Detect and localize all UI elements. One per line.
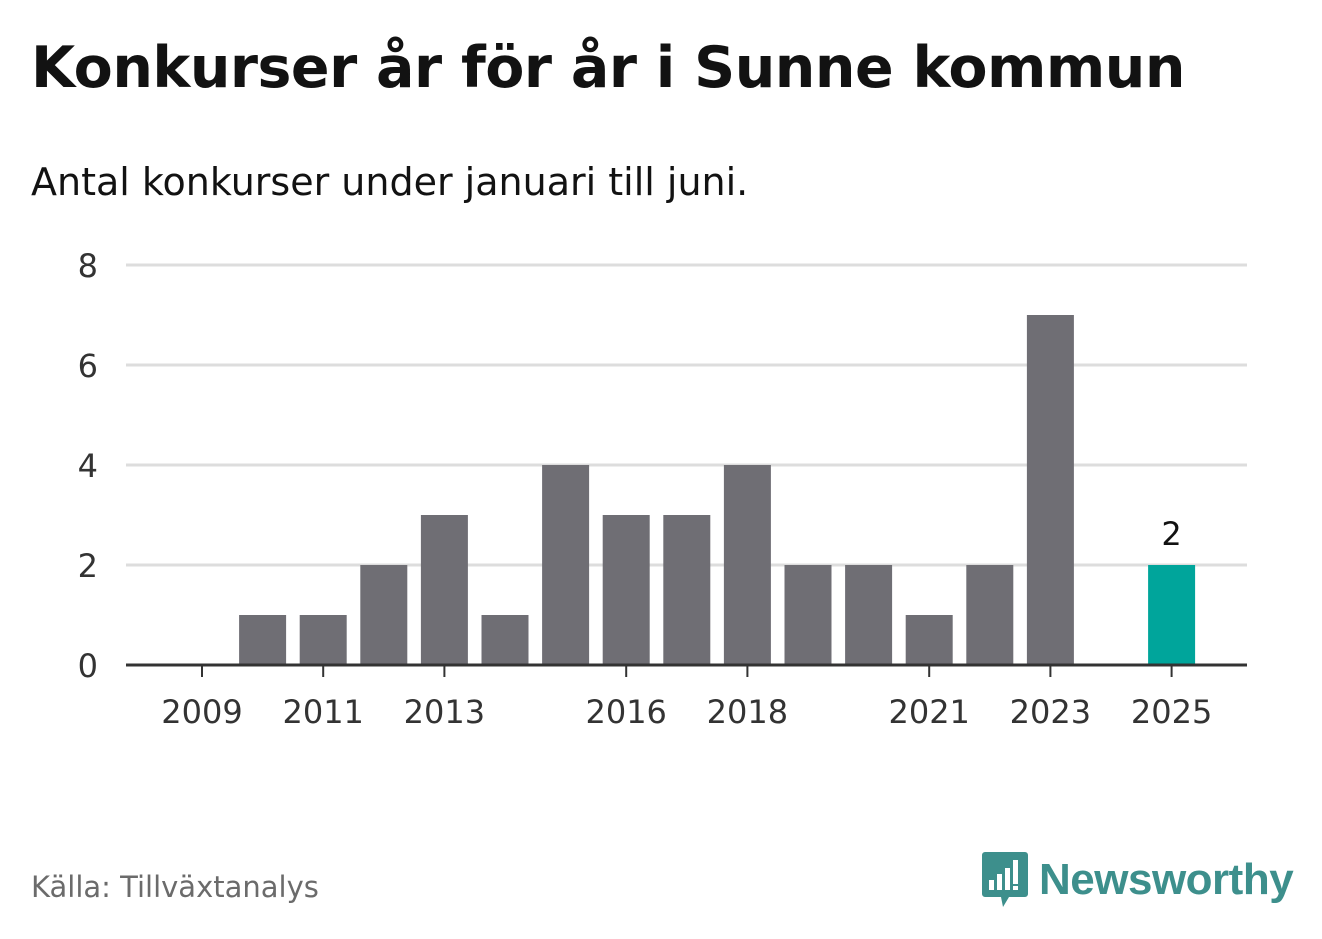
bar-2016 [602,515,650,665]
bar-2021 [905,615,953,665]
x-tick-label-2013: 2013 [404,693,485,731]
value-label-2025: 2 [1161,515,1181,553]
y-tick-label-8: 8 [78,247,98,285]
chart-title: Konkurser år för år i Sunne kommun [31,35,1185,101]
bar-2019 [784,565,832,665]
bar-2022 [966,565,1014,665]
bar-2015 [542,465,590,665]
x-tick-label-2011: 2011 [282,693,363,731]
bar-2011 [299,615,347,665]
y-tick-label-6: 6 [78,347,98,385]
bar-2023 [1026,315,1074,665]
x-tick-label-2025: 2025 [1131,693,1212,731]
x-tick-label-2016: 2016 [585,693,666,731]
y-tick-label-2: 2 [78,547,98,585]
bar-2020 [845,565,893,665]
chart-subtitle: Antal konkurser under januari till juni. [31,160,749,204]
brand-name: Newsworthy [1039,855,1294,904]
bar-2010 [239,615,287,665]
x-tick-label-2021: 2021 [888,693,969,731]
bars [239,315,1196,665]
bar-2018 [723,465,771,665]
bar-2017 [663,515,711,665]
x-axis [126,663,1247,677]
source-note: Källa: Tillväxtanalys [31,870,319,904]
bar-2012 [360,565,408,665]
newsworthy-logo: Newsworthy [981,850,1294,910]
x-tick-label-2023: 2023 [1010,693,1091,731]
labels: 0 2 4 6 8 2009 2011 2013 2016 2018 2021 2023 2025 2 [78,247,1213,731]
x-tick-label-2018: 2018 [707,693,788,731]
x-tick-label-2009: 2009 [161,693,242,731]
bar-2013 [420,515,468,665]
newsworthy-logo-icon [982,852,1028,907]
y-tick-label-0: 0 [78,647,98,685]
bar-2025 [1148,565,1196,665]
y-tick-label-4: 4 [78,447,98,485]
bar-2014 [481,615,529,665]
